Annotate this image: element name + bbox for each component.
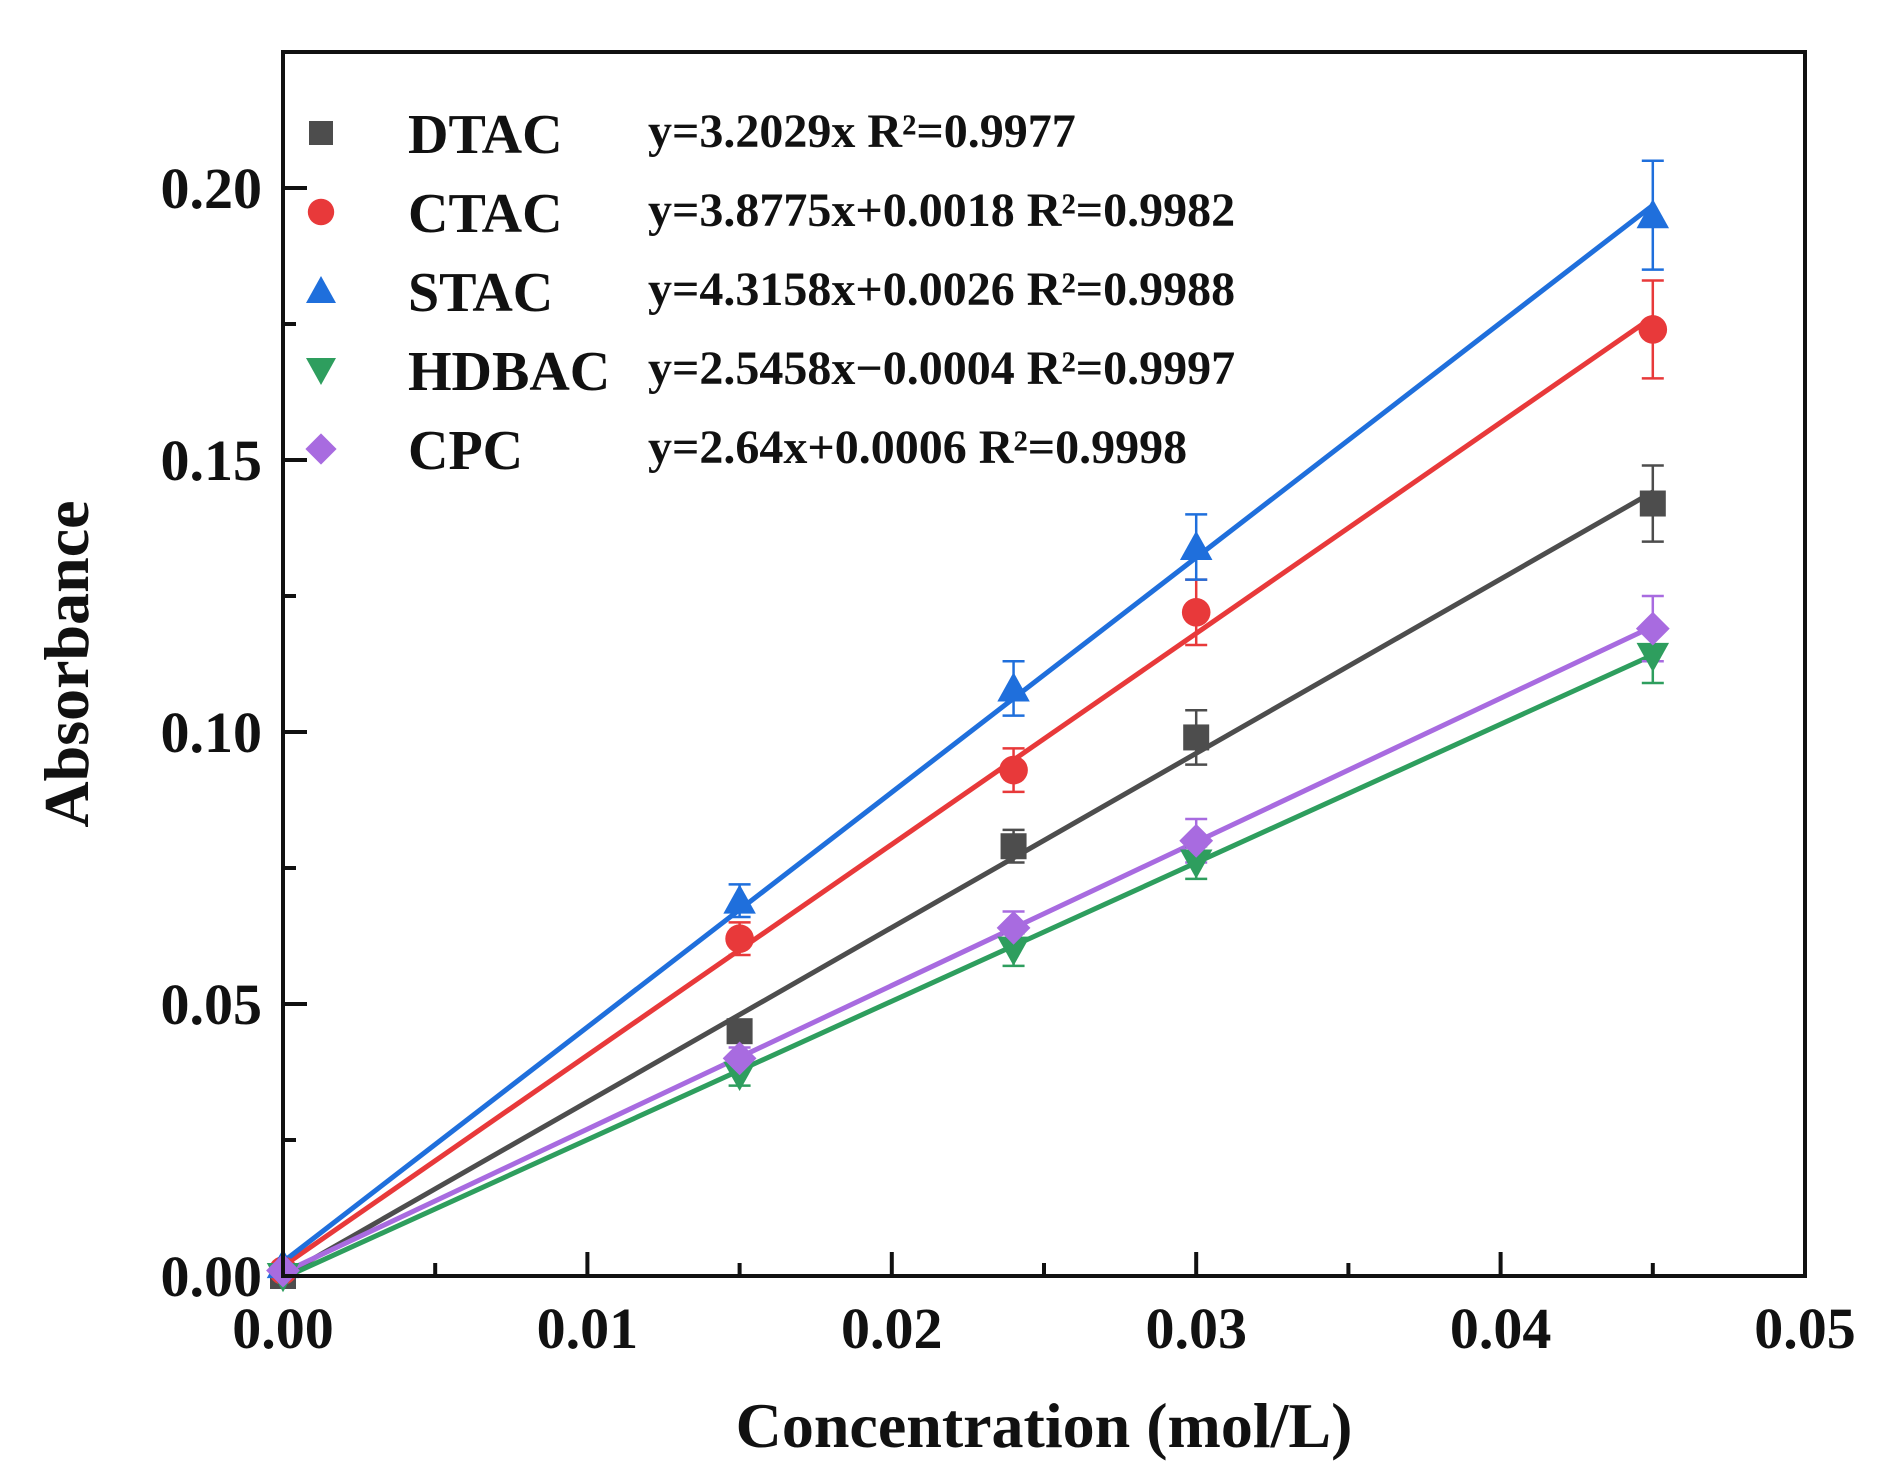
y-tick-label: 0.15 [161,428,263,493]
x-tick-label: 0.04 [1450,1296,1552,1361]
ctac-point [1638,315,1668,344]
hdbac-point [1636,642,1670,673]
hdbac-fit-line [281,652,1654,1281]
dtac-legend-equation: y=3.2029x R²=0.9977 [648,105,1076,158]
ctac-point [725,924,754,954]
dtac-legend-marker [309,121,333,145]
y-tick-label: 0.05 [161,972,263,1037]
stac-point [723,884,756,914]
x-tick-label: 0.03 [1145,1296,1247,1361]
x-axis-ticks: 0.00 0.01 0.02 0.03 0.04 0.05 [232,1252,1856,1361]
stac-point [997,672,1030,702]
hdbac-point [1179,849,1213,879]
cpc-legend-equation: y=2.64x+0.0006 R²=0.9998 [648,421,1187,474]
cpc-legend-marker [305,433,337,465]
cpc-point [1179,823,1214,858]
cpc-point [722,1041,757,1076]
hdbac-legend-marker [306,358,336,385]
dtac-point [1183,724,1210,751]
ctac-fit-line [281,314,1655,1269]
stac-point [1636,198,1670,229]
stac-legend-equation: y=4.3158x+0.0026 R²=0.9988 [648,263,1235,316]
ctac-legend-marker [307,198,335,226]
ctac-point [999,755,1028,785]
stac-legend-marker [306,276,336,303]
y-tick-label: 0.20 [161,156,263,221]
fit-lines [281,203,1655,1281]
x-tick-label: 0.02 [841,1296,943,1361]
x-tick-label: 0.05 [1754,1296,1856,1361]
ctac-legend-label: CTAC [408,183,563,245]
cpc-point [1635,611,1670,646]
dtac-fit-line [281,489,1655,1279]
hdbac-point [997,936,1030,966]
x-axis-label: Concentration (mol/L) [736,1390,1353,1461]
hdbac-point [723,1061,756,1091]
stac-legend-label: STAC [408,262,553,324]
x-tick-label: 0.01 [537,1296,639,1361]
cpc-fit-line [281,624,1654,1275]
y-axis-label: Absorbance [31,500,102,827]
hdbac-legend-label: HDBAC [408,341,610,403]
dtac-point [726,1018,753,1045]
y-tick-label: 0.10 [161,700,263,765]
dtac-point [1639,490,1666,517]
dtac-point [1000,833,1027,860]
ctac-point [1181,598,1211,627]
dtac-legend-label: DTAC [408,104,563,166]
x-tick-label: 0.00 [232,1296,334,1361]
stac-fit-line [281,203,1655,1264]
stac-point [1179,530,1213,561]
ctac-legend-equation: y=3.8775x+0.0018 R²=0.9982 [648,184,1235,237]
hdbac-legend-equation: y=2.5458x−0.0004 R²=0.9997 [648,342,1235,395]
data-points [266,198,1670,1293]
y-tick-label: 0.00 [161,1244,263,1309]
cpc-point [996,910,1031,945]
cpc-legend-label: CPC [408,420,523,482]
y-axis-ticks: 0.00 0.05 0.10 0.15 0.20 [161,50,307,1309]
legend: DTAC y=3.2029x R²=0.9977 CTAC y=3.8775x+0.0… [305,104,1235,482]
